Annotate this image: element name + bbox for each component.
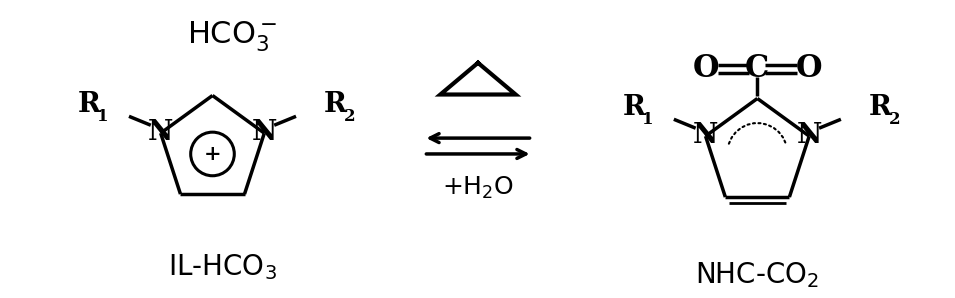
Text: R: R	[324, 91, 348, 118]
Text: 2: 2	[888, 111, 901, 128]
Text: 2: 2	[344, 108, 355, 125]
Text: R: R	[869, 94, 892, 121]
Text: N: N	[251, 119, 277, 146]
Text: R: R	[78, 91, 101, 118]
Text: O: O	[692, 53, 719, 84]
Text: 1: 1	[97, 108, 109, 125]
Text: $\mathrm{NHC\text{-}CO_2}$: $\mathrm{NHC\text{-}CO_2}$	[695, 260, 819, 290]
Text: O: O	[796, 53, 822, 84]
Text: +: +	[203, 144, 222, 164]
Text: R: R	[623, 94, 646, 121]
Text: N: N	[693, 122, 718, 149]
Text: $\mathrm{HCO_3^-}$: $\mathrm{HCO_3^-}$	[187, 20, 278, 54]
Text: N: N	[148, 119, 174, 146]
Text: $\mathrm{+H_2O}$: $\mathrm{+H_2O}$	[442, 175, 514, 201]
Text: N: N	[796, 122, 822, 149]
Text: 1: 1	[643, 111, 654, 128]
Text: $\mathrm{IL\text{-}HCO_3}$: $\mathrm{IL\text{-}HCO_3}$	[168, 252, 277, 282]
Text: C: C	[745, 53, 770, 84]
